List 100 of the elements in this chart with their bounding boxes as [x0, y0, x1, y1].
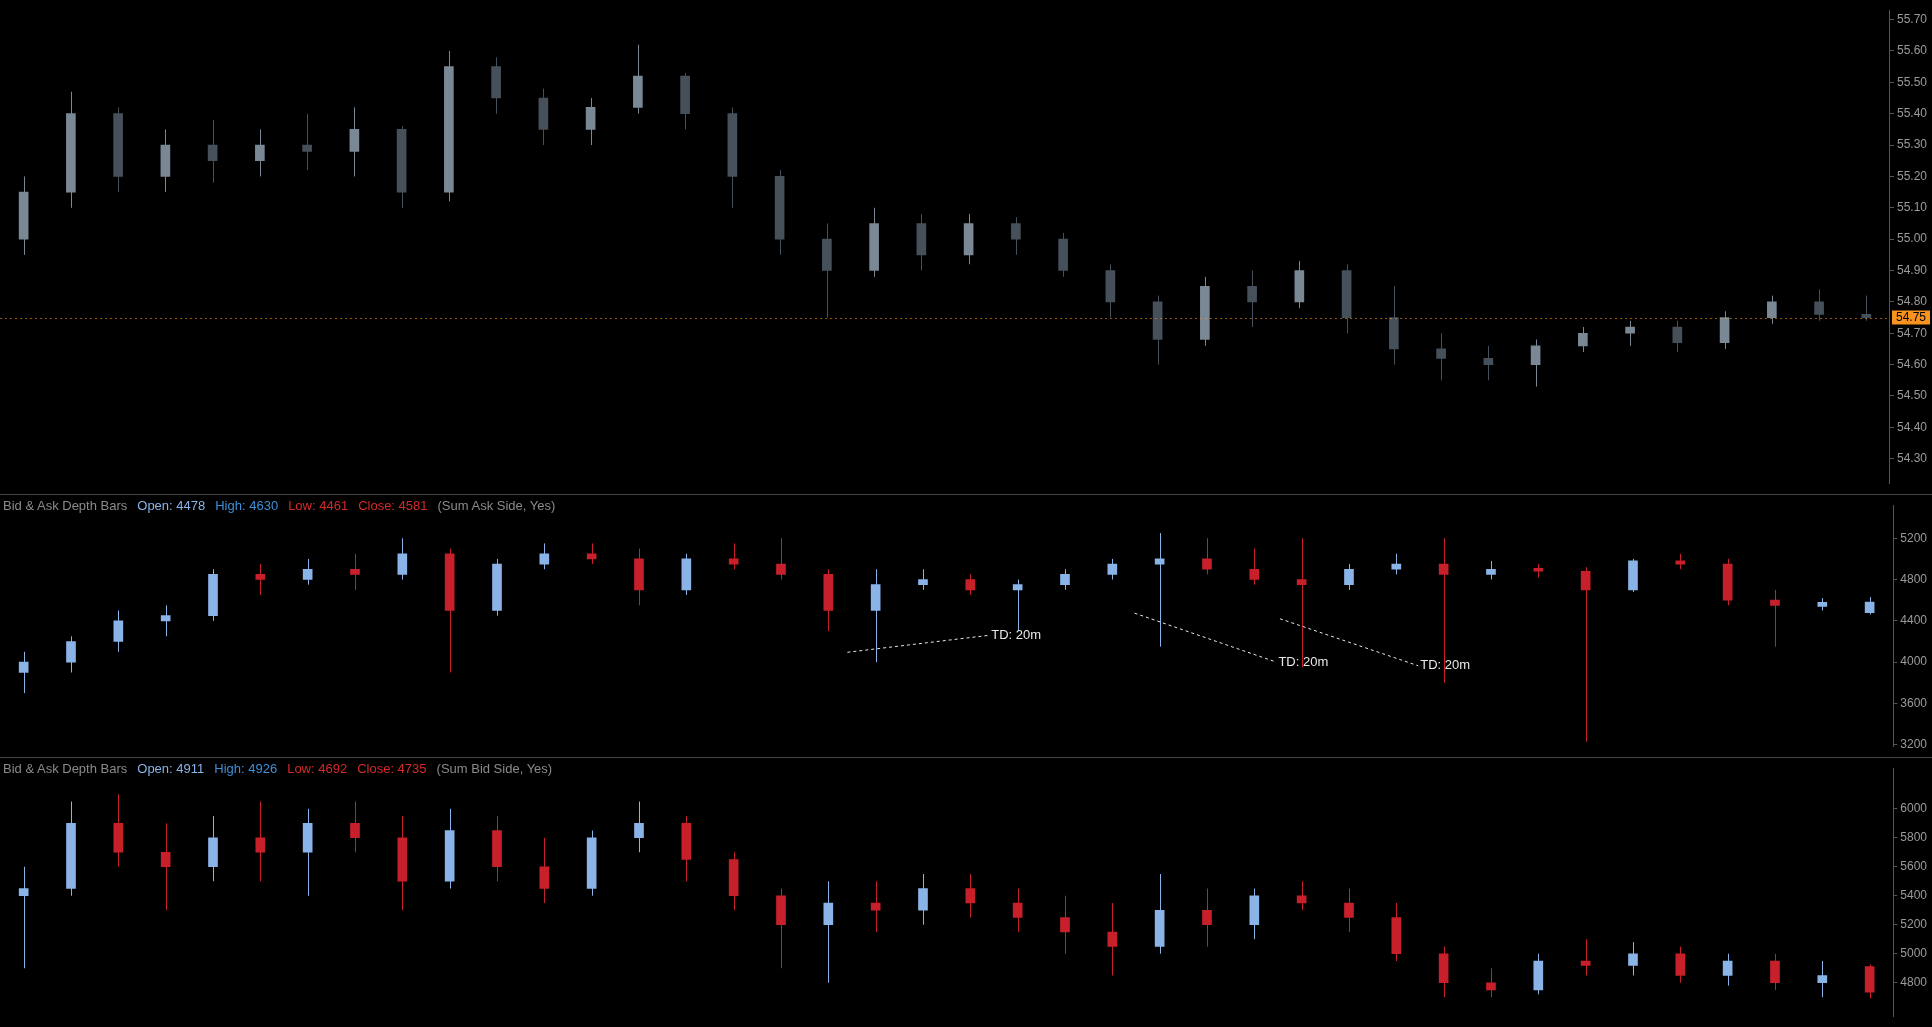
candlestick — [302, 113, 312, 171]
candlestick — [918, 568, 928, 591]
annotation: TD: 20m — [991, 626, 1042, 642]
candlestick — [255, 128, 265, 177]
annotation: Close: 4735 — [357, 761, 427, 776]
annotation: (Sum Bid Side, Yes) — [436, 761, 553, 776]
candlestick — [1012, 888, 1023, 933]
y-tick-label: 4000 — [1900, 654, 1928, 669]
y-tick-label: 55.40 — [1896, 106, 1928, 121]
candlestick — [1012, 579, 1023, 632]
annotation: (Sum Ask Side, Yes) — [437, 498, 556, 513]
candlestick — [1628, 941, 1638, 976]
y-tick-label: 55.00 — [1896, 231, 1928, 246]
candlestick — [255, 563, 266, 596]
candlestick — [302, 558, 313, 586]
annotation: Open: 4478 — [137, 498, 206, 513]
annotation: High: 4926 — [214, 761, 278, 776]
candlestick — [1580, 566, 1591, 743]
candlestick — [585, 97, 596, 146]
candlestick — [965, 573, 976, 596]
y-tick-label: 5200 — [1900, 917, 1928, 932]
y-tick-label: 5000 — [1900, 946, 1928, 961]
candlestick — [1107, 558, 1118, 581]
candlestick — [113, 610, 124, 653]
y-tick-label: 3600 — [1900, 695, 1928, 710]
candlestick — [1770, 589, 1780, 648]
candlestick — [349, 106, 360, 177]
candlestick — [1675, 946, 1686, 984]
candlestick — [1580, 938, 1591, 976]
annotation: Open: 4911 — [137, 761, 205, 776]
candlestick — [66, 635, 76, 673]
ref-line-label: 54.75 — [1895, 309, 1927, 324]
candlestick — [350, 801, 360, 853]
y-tick-label: 4400 — [1900, 613, 1928, 628]
candlestick — [1722, 953, 1733, 987]
y-tick-label: 54.40 — [1896, 419, 1928, 434]
candlestick — [965, 873, 976, 919]
annotation: TD: 20m — [1278, 653, 1329, 669]
candlestick — [1202, 888, 1212, 947]
candlestick — [160, 822, 171, 911]
annotation: Low: 4461 — [288, 498, 349, 513]
candlestick — [776, 537, 786, 581]
candlestick — [918, 873, 928, 926]
y-tick-label: 54.90 — [1896, 262, 1928, 277]
candlestick — [1767, 295, 1777, 325]
candlestick — [1578, 326, 1588, 353]
candlestick — [18, 651, 29, 694]
candlestick — [1060, 568, 1070, 591]
candlestick — [1861, 295, 1872, 322]
y-tick-label: 5800 — [1900, 830, 1928, 845]
candlestick — [1814, 288, 1824, 322]
y-tick-label: 5600 — [1900, 859, 1928, 874]
y-tick-label: 55.60 — [1896, 43, 1928, 58]
candlestick — [634, 801, 644, 853]
candlestick — [1530, 339, 1541, 388]
candlestick — [1817, 960, 1828, 998]
y-tick-label: 5200 — [1900, 530, 1928, 545]
y-tick-label: 5400 — [1900, 888, 1928, 903]
candlestick — [1486, 967, 1496, 998]
annotation: Close: 4581 — [358, 498, 428, 513]
chart-title: Bid & Ask Depth Bars — [3, 498, 128, 513]
y-tick-label: 55.30 — [1896, 137, 1928, 152]
candlestick — [539, 837, 550, 904]
y-tick-label: 55.10 — [1896, 200, 1928, 215]
y-tick-label: 55.20 — [1896, 168, 1928, 183]
candlestick — [1011, 216, 1021, 256]
y-tick-label: 3200 — [1900, 737, 1928, 752]
candlestick — [1344, 888, 1354, 933]
candlestick — [1107, 902, 1118, 976]
candlestick — [160, 604, 171, 637]
y-tick-label: 54.80 — [1896, 294, 1928, 309]
candlestick — [1770, 953, 1780, 991]
candlestick — [1486, 560, 1496, 581]
candlestick — [1344, 563, 1354, 591]
candlestick — [1060, 895, 1070, 955]
candlestick — [1249, 548, 1260, 586]
y-tick-label: 54.60 — [1896, 356, 1928, 371]
candlestick — [586, 542, 597, 565]
candlestick — [397, 537, 408, 581]
chart-title: Bid & Ask Depth Bars — [3, 761, 128, 776]
candlestick — [1296, 880, 1307, 911]
annotation: Low: 4692 — [287, 761, 348, 776]
y-tick-label: 4800 — [1900, 571, 1928, 586]
y-tick-label: 55.70 — [1896, 11, 1928, 26]
y-tick-label: 6000 — [1900, 801, 1928, 816]
candlestick — [823, 880, 834, 984]
candlestick — [1247, 270, 1257, 328]
candlestick — [1202, 537, 1212, 575]
candlestick — [539, 542, 550, 570]
candlestick — [207, 119, 218, 184]
candlestick — [350, 553, 360, 591]
y-tick-label: 54.50 — [1896, 388, 1928, 403]
annotation: High: 4630 — [215, 498, 279, 513]
candlestick — [1672, 320, 1683, 353]
candlestick — [1391, 553, 1402, 575]
y-tick-label: 54.70 — [1896, 325, 1928, 340]
candlestick — [1483, 345, 1494, 381]
candlestick — [870, 880, 881, 933]
candlestick — [1625, 320, 1635, 347]
candlestick — [18, 866, 29, 969]
